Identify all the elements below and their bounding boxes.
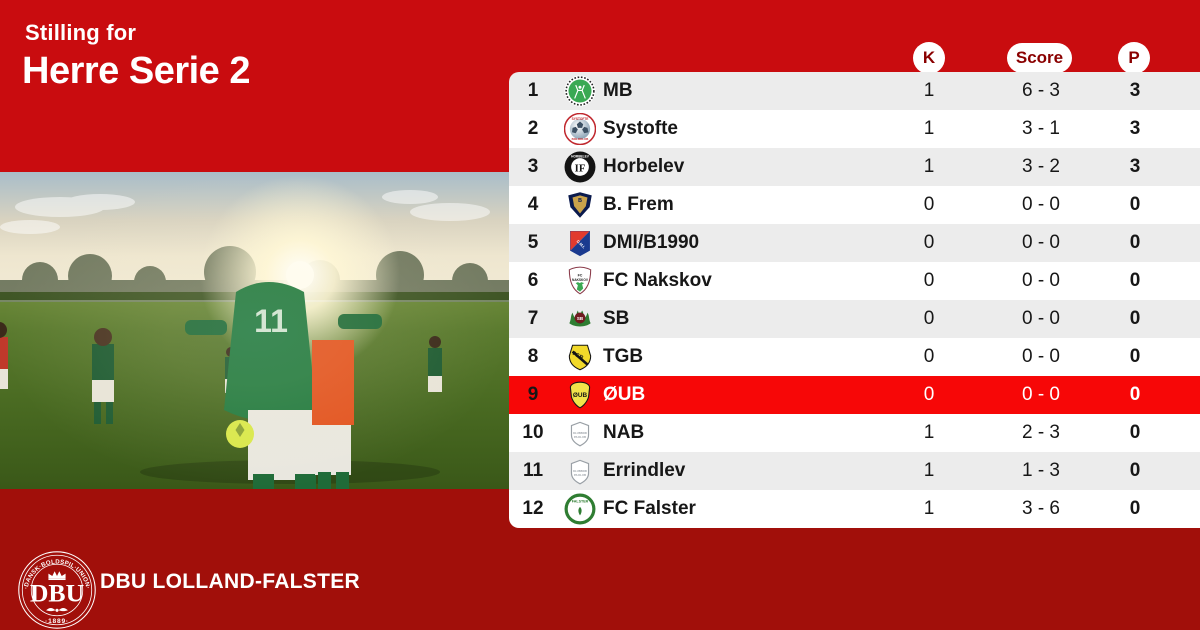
svg-text:HORBELEV: HORBELEV: [571, 155, 590, 159]
svg-text:ØUB: ØUB: [573, 392, 588, 399]
svg-text:PA KLUB: PA KLUB: [574, 435, 586, 439]
svg-text:PA KLUB: PA KLUB: [574, 473, 586, 477]
svg-text:BOLDKLUB: BOLDKLUB: [572, 137, 590, 141]
svg-text:FALSTER: FALSTER: [572, 500, 589, 504]
svg-text:DBU: DBU: [30, 579, 84, 608]
svg-text:·1889·: ·1889·: [45, 618, 69, 625]
svg-text:SYSTOFTE: SYSTOFTE: [572, 117, 589, 121]
svg-text:IF: IF: [575, 163, 586, 174]
svg-text:B: B: [578, 198, 582, 204]
svg-text:NAKSKOV: NAKSKOV: [572, 278, 589, 282]
svg-text:SB: SB: [577, 316, 584, 321]
